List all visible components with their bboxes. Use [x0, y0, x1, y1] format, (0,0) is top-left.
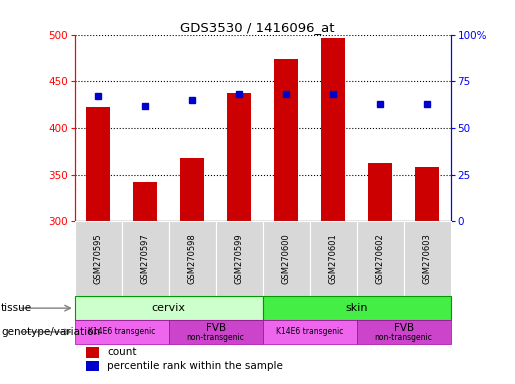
Bar — [228, 93, 251, 222]
Text: percentile rank within the sample: percentile rank within the sample — [107, 361, 283, 371]
Text: FVB: FVB — [205, 323, 226, 333]
Text: non-transgenic: non-transgenic — [187, 333, 245, 342]
FancyBboxPatch shape — [75, 222, 122, 296]
Text: skin: skin — [346, 303, 368, 313]
Text: FVB: FVB — [393, 323, 414, 333]
Text: GDS3530 / 1416096_at: GDS3530 / 1416096_at — [180, 21, 335, 34]
Bar — [274, 59, 298, 222]
FancyBboxPatch shape — [356, 320, 451, 344]
Text: non-transgenic: non-transgenic — [375, 333, 433, 342]
Text: GSM270597: GSM270597 — [141, 233, 150, 284]
FancyBboxPatch shape — [263, 320, 356, 344]
Bar — [133, 182, 157, 222]
Text: K14E6 transgenic: K14E6 transgenic — [276, 328, 344, 336]
Text: GSM270600: GSM270600 — [282, 233, 290, 284]
FancyBboxPatch shape — [356, 222, 404, 296]
Text: GSM270595: GSM270595 — [94, 233, 102, 284]
Bar — [86, 361, 99, 371]
FancyBboxPatch shape — [122, 222, 168, 296]
Text: count: count — [107, 348, 136, 358]
FancyBboxPatch shape — [75, 296, 263, 320]
Text: GSM270601: GSM270601 — [329, 233, 338, 284]
FancyBboxPatch shape — [75, 320, 168, 344]
Bar — [368, 162, 392, 222]
FancyBboxPatch shape — [263, 222, 310, 296]
Bar — [87, 108, 110, 222]
Text: GSM270599: GSM270599 — [235, 233, 244, 284]
Bar — [86, 347, 99, 358]
Text: GSM270598: GSM270598 — [187, 233, 197, 284]
Text: tissue: tissue — [1, 303, 32, 313]
Text: K14E6 transgenic: K14E6 transgenic — [88, 328, 156, 336]
Text: genotype/variation: genotype/variation — [1, 327, 100, 337]
Text: GSM270603: GSM270603 — [423, 233, 432, 284]
Text: cervix: cervix — [151, 303, 186, 313]
Bar — [180, 158, 204, 222]
Text: GSM270602: GSM270602 — [375, 233, 385, 284]
Bar — [416, 167, 439, 222]
FancyBboxPatch shape — [263, 296, 451, 320]
FancyBboxPatch shape — [216, 222, 263, 296]
FancyBboxPatch shape — [168, 320, 263, 344]
Bar — [321, 38, 345, 222]
FancyBboxPatch shape — [404, 222, 451, 296]
FancyBboxPatch shape — [168, 222, 216, 296]
FancyBboxPatch shape — [310, 222, 356, 296]
